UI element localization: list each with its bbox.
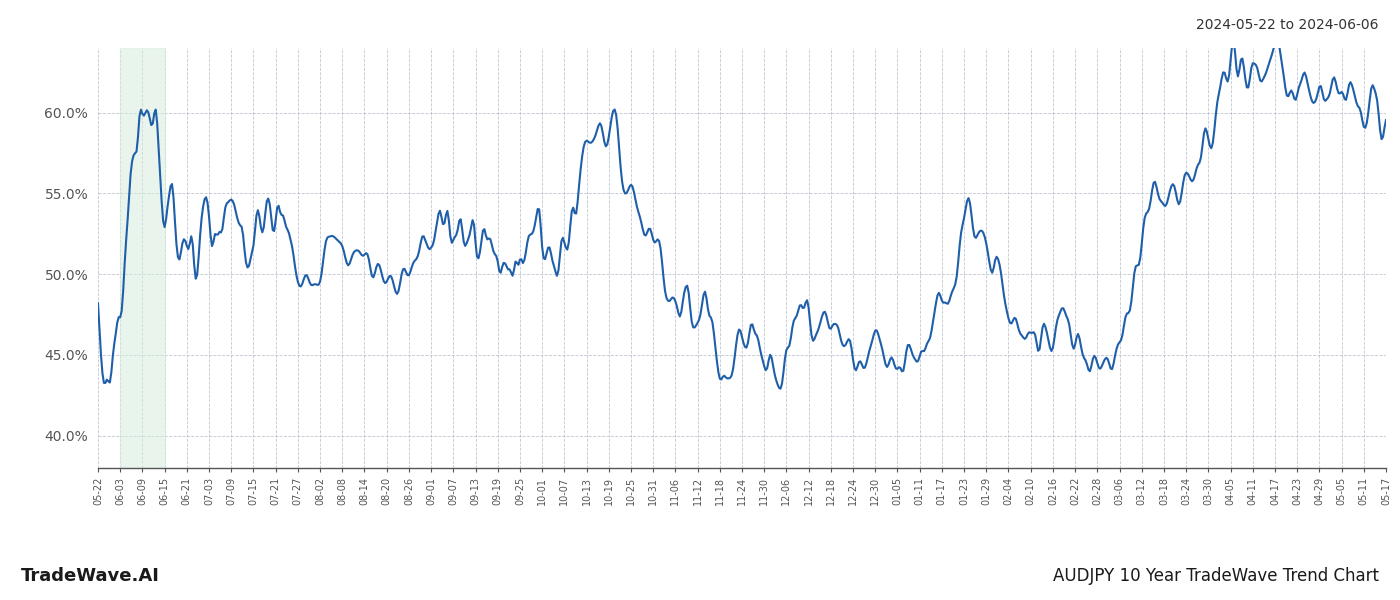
Bar (120, 48, 165, 468)
Text: 2024-05-22 to 2024-06-06: 2024-05-22 to 2024-06-06 (1197, 18, 1379, 32)
Text: AUDJPY 10 Year TradeWave Trend Chart: AUDJPY 10 Year TradeWave Trend Chart (1053, 567, 1379, 585)
Text: TradeWave.AI: TradeWave.AI (21, 567, 160, 585)
